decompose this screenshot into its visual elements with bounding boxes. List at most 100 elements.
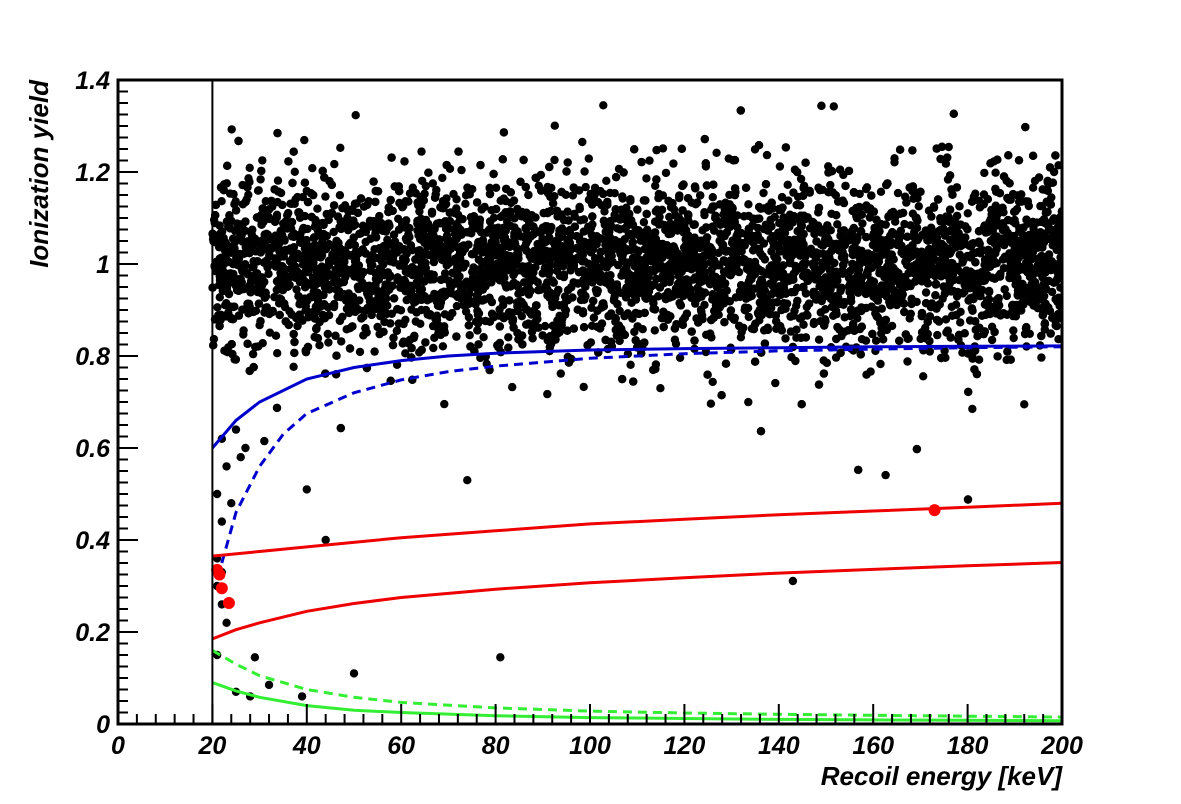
- band-point: [373, 322, 382, 332]
- band-point: [595, 324, 605, 333]
- band-point: [559, 270, 569, 279]
- band-point: [243, 299, 252, 308]
- band-point: [533, 278, 542, 287]
- band-point: [411, 317, 420, 326]
- band-point: [461, 307, 471, 316]
- band-point: [332, 351, 341, 360]
- band-point: [759, 188, 768, 198]
- band-point: [946, 333, 955, 342]
- band-point: [974, 355, 984, 364]
- band-point: [245, 163, 254, 172]
- band-point: [324, 311, 334, 320]
- band-point: [361, 324, 370, 333]
- band-point: [465, 331, 474, 340]
- band-point: [519, 155, 528, 165]
- band-point: [461, 199, 470, 208]
- band-point: [430, 193, 440, 202]
- band-point: [491, 183, 501, 192]
- band-point: [833, 276, 842, 285]
- band-point: [654, 292, 663, 301]
- band-point: [622, 283, 631, 293]
- band-point: [245, 281, 254, 290]
- band-point: [983, 195, 992, 204]
- band-point: [275, 310, 284, 320]
- band-point: [473, 326, 482, 335]
- band-point: [999, 172, 1009, 181]
- band-point: [495, 322, 504, 331]
- band-point: [254, 277, 263, 286]
- band-point: [865, 213, 874, 222]
- band-point: [336, 143, 345, 152]
- band-point: [505, 296, 514, 305]
- band-point: [887, 321, 897, 331]
- band-point: [436, 275, 446, 284]
- band-point: [370, 347, 379, 356]
- band-point: [886, 241, 895, 250]
- band-point: [921, 288, 931, 297]
- band-point: [933, 330, 942, 340]
- band-point: [336, 423, 345, 433]
- band-point: [464, 240, 473, 249]
- band-point: [800, 261, 809, 270]
- band-point: [700, 208, 709, 217]
- band-point: [599, 216, 609, 225]
- band-point: [279, 219, 288, 228]
- band-point: [616, 288, 626, 297]
- band-point: [384, 219, 393, 228]
- band-point: [570, 222, 580, 231]
- band-point: [568, 191, 578, 200]
- band-point: [809, 318, 819, 327]
- band-point: [819, 356, 828, 365]
- band-point: [796, 174, 806, 184]
- band-point: [605, 188, 615, 198]
- band-point: [923, 317, 932, 327]
- band-point: [661, 168, 671, 178]
- band-point: [359, 331, 368, 340]
- band-point: [527, 327, 537, 336]
- band-point: [916, 334, 925, 343]
- band-point: [289, 362, 298, 371]
- band-point: [579, 323, 589, 332]
- band-point: [591, 256, 601, 266]
- band-point: [534, 323, 543, 332]
- band-point: [1038, 273, 1047, 282]
- band-point: [837, 283, 846, 292]
- band-point: [1002, 291, 1011, 301]
- band-point: [631, 336, 640, 345]
- band-point: [756, 204, 765, 213]
- band-point: [303, 224, 312, 234]
- band-point: [227, 340, 236, 349]
- band-point: [373, 187, 383, 196]
- band-point: [1039, 285, 1048, 294]
- band-point: [482, 228, 491, 237]
- band-point: [755, 278, 765, 288]
- band-point: [963, 495, 973, 504]
- band-point: [513, 306, 522, 316]
- band-point: [1046, 329, 1055, 338]
- band-point: [793, 296, 802, 306]
- band-point: [429, 253, 438, 262]
- band-point: [599, 101, 608, 110]
- band-point: [546, 206, 555, 216]
- band-point: [604, 311, 613, 321]
- band-point: [980, 168, 989, 178]
- band-point: [388, 340, 398, 350]
- band-point: [487, 309, 497, 318]
- band-point: [901, 192, 910, 201]
- band-point: [659, 307, 668, 316]
- band-point: [716, 280, 725, 290]
- band-point: [335, 191, 345, 200]
- band-point: [664, 196, 673, 206]
- band-point: [671, 339, 681, 349]
- band-point: [578, 309, 588, 318]
- band-point: [550, 155, 559, 165]
- band-point: [267, 243, 277, 252]
- band-point: [427, 207, 437, 217]
- band-point: [861, 336, 871, 345]
- band-point: [796, 211, 806, 220]
- band-point: [316, 58, 324, 66]
- band-point: [246, 288, 255, 297]
- band-point: [270, 185, 279, 194]
- band-point: [396, 283, 405, 292]
- band-point: [449, 189, 458, 199]
